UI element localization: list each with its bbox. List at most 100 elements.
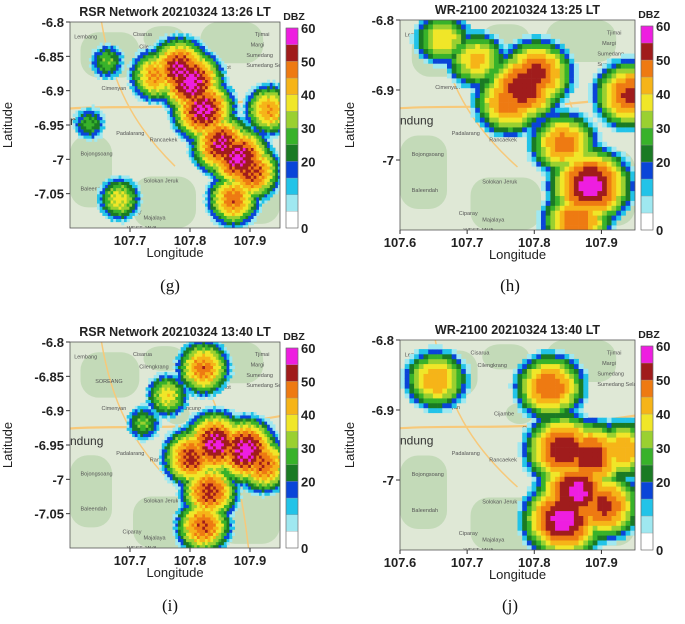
echo-cell <box>223 190 227 195</box>
echo-cell <box>592 190 598 196</box>
echo-cell <box>242 160 246 164</box>
echo-cell <box>94 107 98 111</box>
colorbar-tick-label: 0 <box>301 221 308 236</box>
echo-cell <box>167 67 171 71</box>
echo-cell <box>248 141 252 145</box>
echo-cell <box>118 70 122 74</box>
echo-cell <box>602 63 608 69</box>
echo-cell <box>118 184 122 189</box>
echo-cell <box>259 178 262 182</box>
echo-cell <box>221 212 225 216</box>
echo-cell <box>592 87 598 94</box>
echo-cell <box>606 78 612 84</box>
echo-cell <box>272 187 276 192</box>
echo-cell <box>107 42 111 46</box>
echo-cell <box>541 156 546 162</box>
echo-cell <box>475 97 481 103</box>
echo-cell <box>234 194 238 198</box>
echo-cell <box>196 461 200 465</box>
echo-cell <box>94 129 98 133</box>
echo-cell <box>215 206 219 210</box>
echo-cell <box>140 433 144 438</box>
echo-cell <box>126 64 130 68</box>
echo-cell <box>210 390 214 394</box>
echo-cell <box>526 132 532 138</box>
echo-cell <box>210 374 214 379</box>
echo-cell <box>124 184 127 189</box>
echo-cell <box>229 135 233 139</box>
echo-cell <box>550 112 556 118</box>
echo-cell <box>140 88 144 93</box>
echo-cell <box>555 200 561 206</box>
echo-cell <box>418 48 424 54</box>
echo-cell <box>442 24 448 30</box>
echo-cell <box>559 43 565 49</box>
echo-cell <box>536 161 542 167</box>
echo-cell <box>167 64 171 68</box>
echo-cell <box>205 347 208 351</box>
echo-cell <box>232 129 235 133</box>
echo-cell <box>494 53 499 59</box>
echo-cell <box>88 119 92 124</box>
echo-cell <box>578 215 584 221</box>
echo-cell <box>213 436 217 441</box>
echo-cell <box>207 504 211 509</box>
echo-cell <box>611 185 617 192</box>
echo-cell <box>167 88 171 93</box>
echo-cell <box>88 129 92 133</box>
echo-cell <box>210 408 214 413</box>
echo-cell <box>261 144 265 148</box>
echo-cell <box>484 29 490 35</box>
echo-cell <box>194 446 198 450</box>
echo-cell <box>129 206 133 210</box>
echo-cell <box>592 141 598 147</box>
echo-cell <box>132 206 136 210</box>
echo-cell <box>606 112 612 118</box>
echo-cell <box>194 464 198 468</box>
echo-cell <box>142 424 146 428</box>
echo-cell <box>153 98 157 102</box>
echo-cell <box>132 209 136 213</box>
echo-cell <box>226 187 230 192</box>
echo-cell <box>175 79 179 84</box>
echo-cell <box>115 54 119 59</box>
echo-cell <box>107 206 111 210</box>
echo-cell <box>164 402 168 407</box>
echo-cell <box>196 76 200 80</box>
echo-cell <box>148 390 152 394</box>
echo-cell <box>536 210 542 216</box>
echo-cell <box>186 45 190 50</box>
echo-cell <box>250 138 254 142</box>
echo-cell <box>264 110 268 114</box>
echo-cell <box>559 58 565 64</box>
echo-cell <box>196 153 200 158</box>
echo-cell <box>545 200 551 206</box>
echo-cell <box>188 51 192 56</box>
echo-cell <box>267 132 271 136</box>
echo-cell <box>207 153 211 158</box>
echo-cell <box>110 70 114 74</box>
echo-cell <box>178 113 181 118</box>
echo-cell <box>142 51 146 56</box>
echo-cell <box>573 117 579 123</box>
echo-cell <box>142 439 146 444</box>
echo-cell <box>91 129 95 133</box>
echo-cell <box>199 538 203 543</box>
echo-cell <box>536 53 542 59</box>
echo-cell <box>205 150 208 155</box>
echo-cell <box>199 495 203 499</box>
echo-cell <box>223 82 227 87</box>
echo-cell <box>272 147 276 152</box>
echo-cell <box>578 225 584 230</box>
echo-cell <box>223 67 227 71</box>
echo-cell <box>194 507 198 512</box>
echo-cell <box>199 374 203 379</box>
echo-cell <box>253 129 257 133</box>
echo-cell <box>205 467 208 472</box>
echo-cell <box>194 113 198 118</box>
echo-cell <box>183 541 187 546</box>
echo-cell <box>578 171 584 177</box>
echo-cell <box>232 194 235 198</box>
echo-cell <box>142 408 146 413</box>
echo-cell <box>169 58 173 62</box>
